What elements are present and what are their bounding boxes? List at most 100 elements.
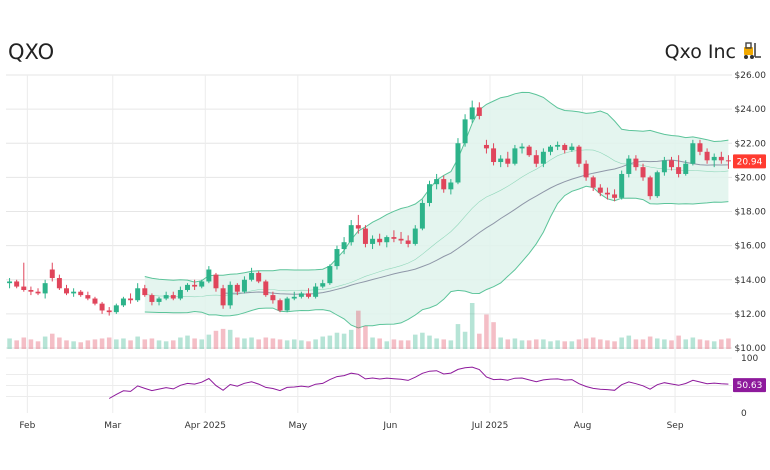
candle-body [234, 284, 240, 292]
volume-bar [690, 337, 696, 349]
volume-bar [434, 338, 439, 349]
candle-body [185, 284, 190, 290]
candle-body [362, 228, 368, 244]
candle-body [569, 146, 575, 151]
candle-body [170, 295, 176, 299]
volume-bar [569, 341, 575, 349]
volume-bar [654, 338, 660, 349]
candle-body [99, 303, 105, 311]
candle-body [519, 146, 525, 149]
volume-bar [235, 337, 240, 349]
candle-body [78, 291, 84, 296]
volume-bar [185, 335, 190, 349]
volume-bar [114, 339, 119, 349]
candle-body [441, 179, 447, 190]
volume-bar [227, 329, 233, 349]
volume-bar [711, 341, 717, 349]
candle-body [526, 146, 532, 156]
candle-body [348, 225, 354, 243]
date-tick-label: Jul 2025 [471, 421, 509, 431]
candle-body [633, 158, 639, 168]
candle-body [14, 281, 20, 287]
volume-bars [7, 303, 731, 349]
volume-bar [469, 303, 475, 349]
volume-bar [206, 334, 212, 349]
volume-bar [704, 340, 710, 349]
volume-bar [526, 340, 532, 349]
candle-body [306, 293, 311, 297]
volume-bar [462, 331, 468, 349]
volume-bar [320, 336, 326, 349]
candle-body [548, 146, 553, 152]
candle-body [156, 298, 162, 302]
candle-body [683, 163, 689, 174]
candle-body [320, 283, 326, 287]
candle-body [412, 228, 418, 244]
volume-bar [106, 337, 112, 349]
volume-bar [242, 338, 247, 349]
volume-bar [327, 335, 333, 349]
volume-bar [291, 339, 297, 349]
price-tick-label: $22.00 [735, 139, 767, 149]
candle-body [483, 144, 489, 149]
candle-body [92, 298, 98, 304]
candle-body [512, 148, 518, 164]
candle-body [149, 295, 155, 302]
volume-bar [505, 339, 511, 349]
candle-body [263, 281, 269, 296]
volume-bar [71, 341, 76, 349]
candle-body [128, 298, 134, 301]
candle-body [704, 151, 710, 161]
candle-body [106, 310, 112, 313]
volume-bar [149, 338, 155, 349]
candle-body [597, 187, 603, 193]
volume-bar [142, 339, 148, 349]
candle-body [334, 249, 340, 267]
candle-body [327, 266, 333, 284]
candle-body [241, 279, 247, 292]
volume-bar [633, 339, 639, 349]
candle-body [491, 148, 497, 163]
candle-body [640, 167, 646, 178]
volume-bar [420, 332, 425, 349]
candle-body [71, 291, 77, 294]
volume-bar [576, 339, 582, 349]
company-name-label: Qxo Inc [664, 41, 736, 63]
volume-bar [299, 340, 304, 349]
volume-bar [156, 340, 162, 349]
volume-bar [519, 340, 525, 349]
price-axis: $26.00 $24.00 $22.00 $20.00 $18.00 $16.00 $14.… [735, 71, 767, 419]
volume-bar [363, 326, 368, 349]
volume-bar [263, 337, 269, 349]
volume-bar [583, 338, 589, 349]
price-tick-label: $14.00 [735, 276, 767, 286]
volume-bar [249, 337, 254, 349]
volume-bar [541, 339, 546, 349]
candle-body [469, 107, 475, 120]
volume-bar [398, 340, 404, 349]
volume-bar [341, 333, 347, 349]
candle-body [612, 194, 618, 198]
date-tick-label: Feb [19, 421, 35, 431]
candle-body [434, 179, 440, 185]
volume-bar [334, 332, 340, 349]
volume-bar [548, 341, 553, 349]
volume-bar [170, 340, 176, 349]
last-price-badge [733, 154, 766, 169]
rsi-tick-label: 100 [741, 354, 758, 364]
candle-body [562, 144, 568, 151]
volume-bar [64, 340, 69, 349]
candle-body [725, 160, 731, 162]
volume-bar [484, 314, 489, 349]
candle-body [654, 172, 660, 197]
volume-bar [42, 336, 48, 349]
candle-body [177, 289, 183, 299]
candle-body [49, 269, 55, 279]
volume-bar [441, 339, 447, 349]
volume-bar [348, 329, 354, 349]
candle-body [718, 156, 724, 161]
candle-body [284, 298, 290, 311]
volume-bar [405, 340, 411, 349]
volume-bar [590, 337, 596, 349]
rsi-panel [6, 357, 732, 399]
